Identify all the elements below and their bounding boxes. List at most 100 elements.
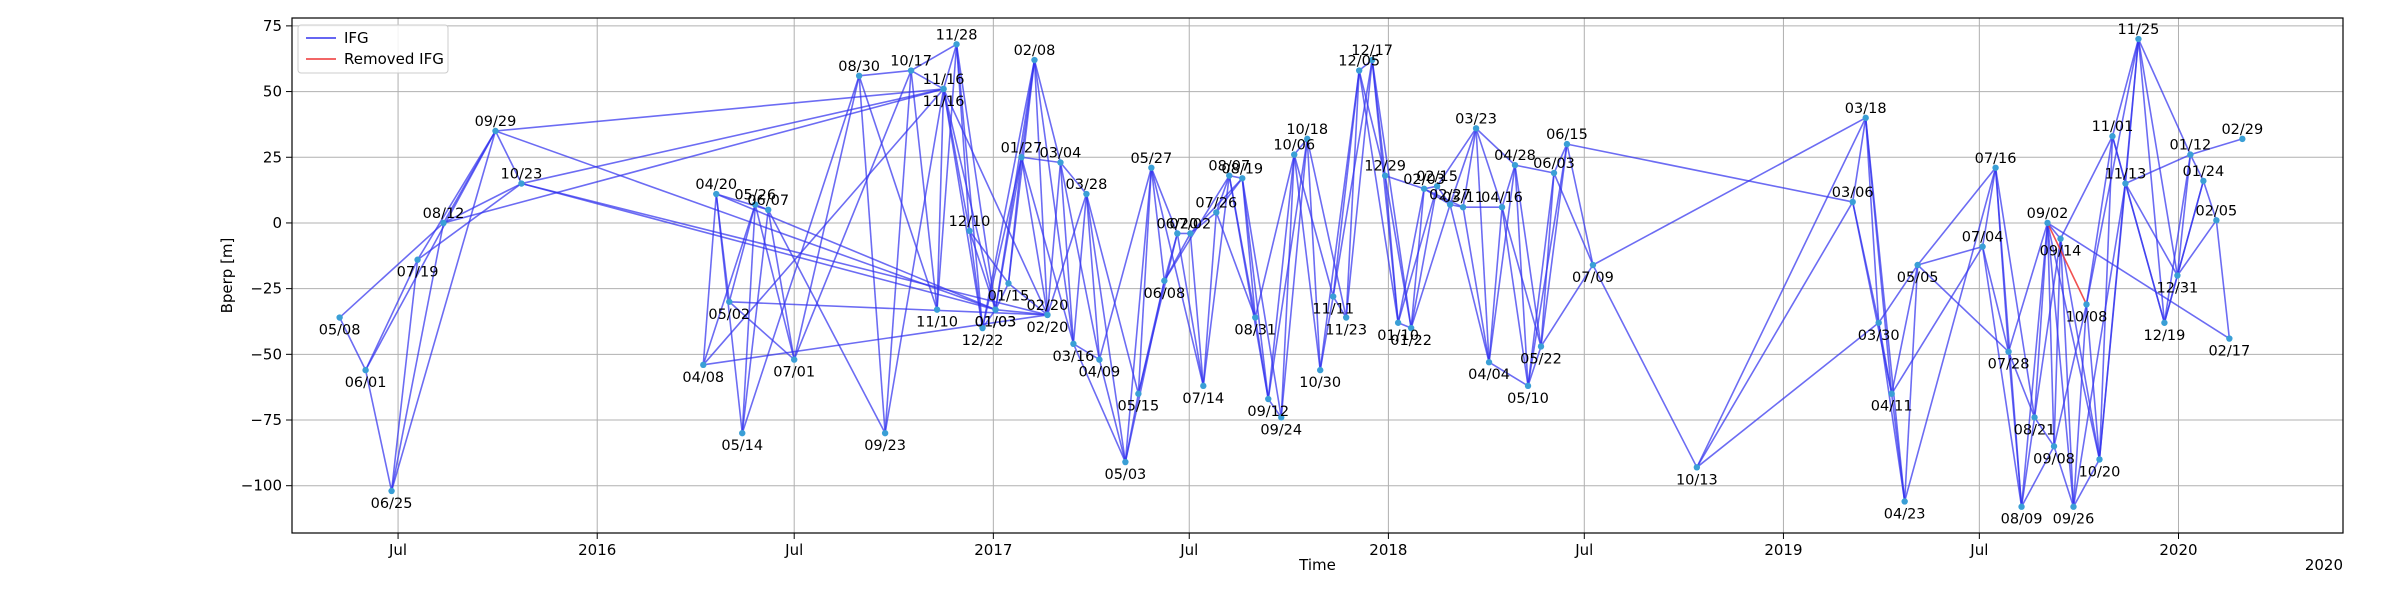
acquisition-point (2070, 503, 2077, 510)
acquisition-label: 07/28 (1988, 357, 2030, 373)
ifg-line (417, 182, 522, 261)
ifg-line (1994, 167, 2036, 418)
acquisition-label: 04/28 (1494, 148, 1536, 164)
acquisition-point (1537, 343, 1545, 350)
acquisition-label: 09/08 (2033, 451, 2075, 467)
acquisition-point (1394, 319, 1402, 326)
ifg-line (1046, 162, 1062, 315)
x-tick-label: 2019 (1764, 541, 1802, 559)
acquisition-label: 11/10 (916, 315, 958, 331)
ifg-line (1514, 164, 1555, 174)
acquisition-point (1187, 230, 1194, 237)
acquisition-point (2200, 177, 2207, 185)
ifg-line (494, 130, 523, 184)
acquisition-point (953, 41, 960, 48)
legend-box (297, 24, 449, 74)
acquisition-point (1148, 164, 1155, 171)
acquisition-label: 08/19 (1221, 161, 1263, 177)
x-tick-label: Jul (388, 541, 407, 559)
acquisition-label: 10/17 (890, 54, 932, 70)
ifg-line (2124, 183, 2179, 276)
acquisition-point (726, 298, 733, 305)
ifg-line (2163, 154, 2192, 323)
acquisition-point (1252, 314, 1259, 321)
ifg-line (2046, 222, 2075, 507)
acquisition-label: 03/28 (1066, 177, 1108, 193)
ifg-line (981, 59, 1036, 329)
ifg-line (2059, 135, 2114, 240)
acquisition-point (362, 366, 369, 374)
ifg-line (1553, 143, 1568, 174)
acquisition-points (336, 35, 2246, 510)
acquisition-label: 05/26 (734, 188, 776, 204)
ifg-line (1215, 175, 1231, 213)
ifg-line (1202, 175, 1231, 386)
ifg-line (2072, 183, 2127, 507)
acquisition-label: 06/07 (747, 193, 789, 209)
acquisition-point (979, 324, 986, 332)
ifg-line (942, 88, 997, 310)
ifg-line (968, 230, 997, 310)
acquisition-point (2031, 414, 2038, 421)
ifg-line (2098, 136, 2114, 460)
acquisition-point (992, 306, 999, 313)
acquisition-point (1174, 230, 1181, 237)
acquisition-label: 03/11 (1442, 190, 1484, 206)
ifg-line (339, 222, 445, 319)
removed-interferogram-lines (2046, 222, 2088, 305)
ifg-line (728, 301, 795, 361)
y-tick-label: −75 (250, 411, 282, 429)
ifg-line (1462, 128, 1477, 208)
acquisition-point (1875, 319, 1882, 326)
acquisition-label: 08/21 (2014, 422, 2056, 438)
x-tick-label: Jul (1574, 541, 1593, 559)
acquisition-label: 08/30 (838, 59, 880, 75)
ifg-line (2033, 416, 2055, 447)
ifg-line (741, 75, 860, 434)
acquisition-label: 07/02 (1169, 216, 1211, 232)
ifg-line (1085, 193, 1127, 463)
acquisition-point (1589, 261, 1597, 269)
acquisition-point (752, 201, 759, 208)
ifg-line (1137, 167, 1153, 394)
ifg-line (1501, 207, 1529, 386)
ifg-line (2007, 351, 2023, 507)
ifg-line (1917, 245, 1983, 266)
ifg-line (2176, 154, 2192, 276)
ifg-line (1332, 70, 1360, 297)
acquisition-point (933, 306, 941, 313)
ifg-line (1007, 282, 1048, 316)
ifg-line (729, 300, 1048, 316)
acquisition-point (1278, 414, 1285, 421)
acquisition-label: 04/23 (1884, 506, 1926, 522)
acquisition-label: 09/26 (2053, 512, 2095, 528)
ifg-line (1176, 233, 1205, 386)
ifg-line (1189, 233, 1205, 386)
ifg-line (1917, 264, 2010, 353)
ifg-line (521, 182, 1048, 316)
acquisition-point (1407, 324, 1415, 332)
acquisition-label: 03/30 (1858, 328, 1900, 344)
acquisition-date-labels: 05/08 06/01 06/25 07/19 08/12 09/29 10/23 11/16… (319, 22, 2264, 528)
ifg-line (2124, 38, 2140, 184)
acquisition-point (1083, 190, 1090, 198)
ifg-line (1488, 207, 1503, 363)
acquisition-point (2096, 456, 2103, 463)
acquisition-point (2018, 503, 2025, 510)
acquisition-label: 10/06 (1273, 138, 1315, 154)
ifg-line (364, 369, 393, 492)
ifg-line (1021, 156, 1061, 164)
acquisition-point (2239, 135, 2246, 143)
acquisition-point (1005, 280, 1012, 287)
ifg-line (741, 204, 757, 434)
ifg-line (1864, 117, 1906, 502)
acquisition-point (739, 429, 746, 437)
acquisition-label: 03/06 (1832, 185, 1874, 201)
acquisition-point (1498, 203, 1506, 211)
ifg-line (1033, 59, 1062, 163)
acquisition-label: 02/05 (2195, 203, 2237, 219)
acquisition-label: 09/12 (1247, 404, 1289, 420)
ifg-line (2059, 238, 2101, 460)
ifg-line (1267, 398, 1282, 418)
